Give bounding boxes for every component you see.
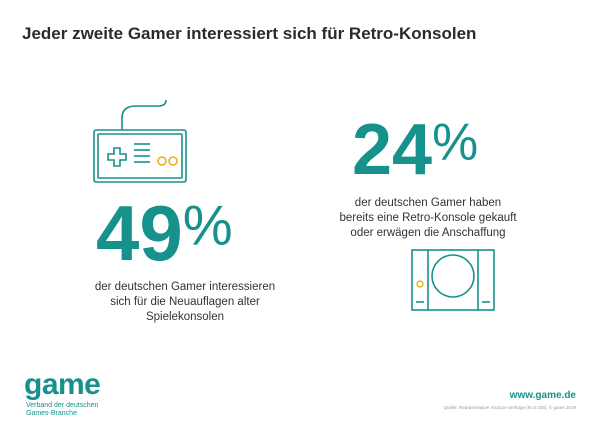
- stat-unit: %: [182, 193, 233, 257]
- stat-description: der deutschen Gamer interessieren sich f…: [90, 280, 280, 325]
- title: Jeder zweite Gamer interessiert sich für…: [22, 24, 477, 43]
- stat-value: 24: [352, 110, 433, 190]
- stat-number: 49%: [96, 194, 233, 272]
- website[interactable]: www.game.de: [509, 390, 576, 401]
- logo-line: Games-Branche: [26, 410, 77, 417]
- stat-description: der deutschen Gamer haben bereits eine R…: [338, 196, 518, 241]
- logo-subtitle: Verband der deutschen Games-Branche: [26, 402, 116, 418]
- desc-line: bereits eine Retro-Konsole gekauft: [339, 212, 517, 224]
- desc-line: der deutschen Gamer interessieren: [94, 281, 276, 293]
- controller-icon: [93, 99, 187, 183]
- logo-line: Verband der deutschen: [26, 402, 99, 409]
- console-icon: [411, 249, 495, 311]
- stat-number: 24%: [352, 114, 478, 186]
- desc-line: sich für die Neuauflagen alter: [110, 296, 260, 308]
- stat-value: 49: [96, 189, 183, 277]
- logo: game: [24, 368, 101, 401]
- desc-line: oder erwägen die Anschaffung: [350, 227, 506, 239]
- stat-unit: %: [432, 112, 479, 171]
- source-note: Quelle: Repräsentative YouGov-Umfrage (N…: [443, 405, 576, 410]
- desc-line: der deutschen Gamer haben: [354, 197, 502, 209]
- desc-line: Spielekonsolen: [145, 311, 224, 323]
